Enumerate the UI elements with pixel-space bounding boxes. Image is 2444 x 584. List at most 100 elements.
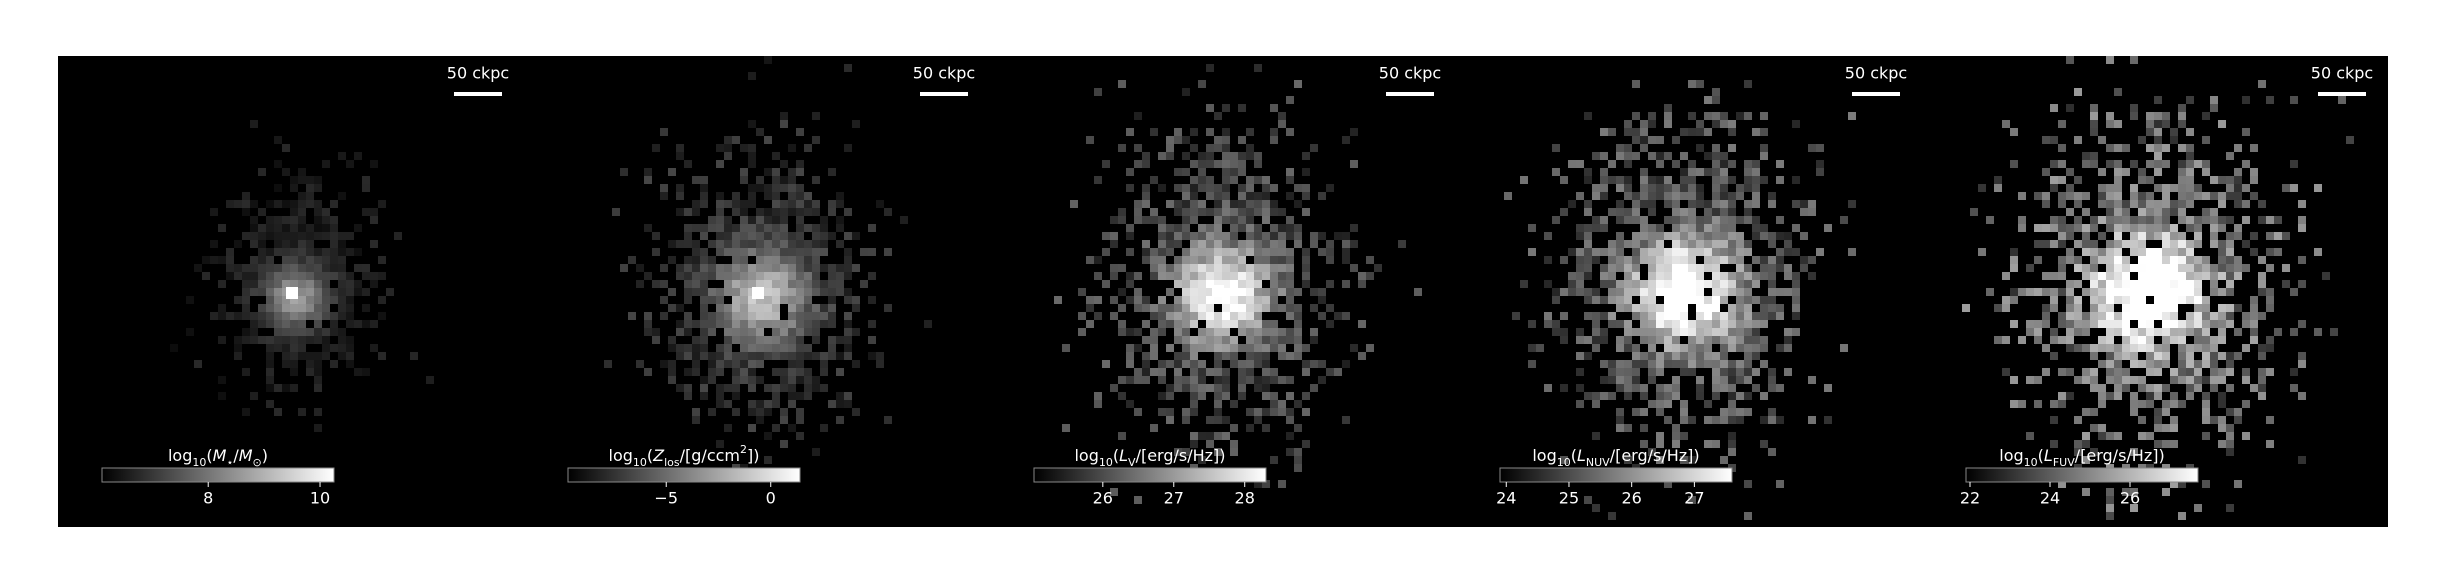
image-pixel [1608,312,1616,320]
image-pixel [1776,312,1784,320]
image-pixel [1158,360,1166,368]
image-pixel [298,216,306,224]
image-pixel [2106,328,2114,336]
image-pixel [1656,304,1664,312]
image-pixel [796,200,804,208]
image-pixel [1728,280,1736,288]
image-pixel [780,216,788,224]
image-pixel [2170,240,2178,248]
image-pixel [2154,136,2162,144]
image-pixel [346,280,354,288]
image-pixel [764,432,772,440]
image-pixel [772,256,780,264]
image-pixel [1680,344,1688,352]
image-pixel [636,264,644,272]
image-pixel [1214,368,1222,376]
image-pixel [1174,232,1182,240]
image-pixel [2250,336,2258,344]
image-pixel [1696,120,1704,128]
image-pixel [1768,256,1776,264]
image-pixel [1142,256,1150,264]
image-pixel [1728,344,1736,352]
image-pixel [1198,152,1206,160]
image-pixel [764,256,772,264]
image-pixel [1198,384,1206,392]
image-pixel [1246,272,1254,280]
image-pixel [1520,280,1528,288]
image-pixel [2082,408,2090,416]
image-pixel [796,272,804,280]
image-pixel [2130,216,2138,224]
image-pixel [1286,216,1294,224]
image-pixel [1278,224,1286,232]
image-pixel [322,248,330,256]
scale-label: 50 ckpc [2311,64,2373,83]
image-pixel [1182,216,1190,224]
image-pixel [1704,352,1712,360]
image-pixel [1680,296,1688,304]
image-pixel [1278,232,1286,240]
image-pixel [1688,328,1696,336]
image-pixel [2218,192,2226,200]
image-pixel [748,200,756,208]
image-pixel [2042,136,2050,144]
image-pixel [2210,192,2218,200]
image-pixel [1752,280,1760,288]
image-pixel [2266,296,2274,304]
image-pixel [2146,352,2154,360]
image-pixel [820,288,828,296]
image-pixel [1648,344,1656,352]
image-pixel [1134,160,1142,168]
image-pixel [2106,432,2114,440]
image-pixel [772,168,780,176]
image-pixel [1680,184,1688,192]
image-pixel [1174,280,1182,288]
image-pixel [2018,400,2026,408]
image-pixel [2090,128,2098,136]
image-pixel [2122,224,2130,232]
image-pixel [210,240,218,248]
image-pixel [1680,208,1688,216]
image-pixel [2122,216,2130,224]
image-pixel [1150,216,1158,224]
image-pixel [1182,296,1190,304]
image-pixel [1696,344,1704,352]
image-pixel [836,216,844,224]
image-pixel [1616,368,1624,376]
image-pixel [1664,112,1672,120]
image-pixel [1222,232,1230,240]
image-pixel [708,320,716,328]
image-pixel [226,248,234,256]
image-pixel [2010,320,2018,328]
image-pixel [1166,264,1174,272]
image-pixel [1712,88,1720,96]
image-pixel [1792,176,1800,184]
image-pixel [1254,160,1262,168]
image-pixel [1768,272,1776,280]
image-pixel [2290,328,2298,336]
colorbar-tick-label: 28 [1235,489,1255,508]
image-pixel [1206,240,1214,248]
image-pixel [2130,264,2138,272]
image-pixel [2194,224,2202,232]
image-pixel [796,248,804,256]
image-pixel [796,168,804,176]
image-pixel [2258,392,2266,400]
image-pixel [290,264,298,272]
image-pixel [1784,328,1792,336]
image-pixel [756,312,764,320]
image-pixel [1712,224,1720,232]
image-pixel [1342,360,1350,368]
image-pixel [1664,248,1672,256]
image-pixel [1616,424,1624,432]
image-pixel [1720,416,1728,424]
image-pixel [1768,200,1776,208]
image-pixel [2114,144,2122,152]
image-pixel [868,336,876,344]
image-pixel [1158,216,1166,224]
image-pixel [1648,208,1656,216]
image-pixel [2098,320,2106,328]
image-pixel [282,216,290,224]
image-pixel [1768,376,1776,384]
